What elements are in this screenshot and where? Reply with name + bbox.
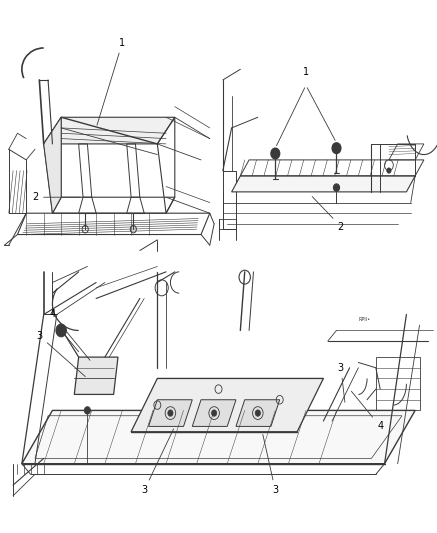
Text: 2: 2: [312, 197, 344, 231]
Circle shape: [332, 143, 341, 154]
Polygon shape: [44, 117, 61, 213]
Circle shape: [212, 410, 217, 416]
Circle shape: [255, 410, 260, 416]
Text: 1: 1: [97, 38, 125, 125]
Text: 3: 3: [338, 363, 345, 402]
Text: 2: 2: [32, 192, 80, 202]
Text: RPII•: RPII•: [358, 317, 371, 322]
Text: 3: 3: [263, 434, 278, 495]
Polygon shape: [74, 357, 118, 394]
Text: 4: 4: [351, 391, 383, 431]
Circle shape: [168, 410, 173, 416]
Text: 3: 3: [141, 429, 173, 495]
Text: 1: 1: [303, 67, 309, 77]
Text: 3: 3: [36, 331, 85, 377]
Text: 4: 4: [49, 310, 90, 360]
Polygon shape: [232, 176, 415, 192]
Polygon shape: [236, 400, 280, 426]
Circle shape: [387, 168, 391, 173]
Circle shape: [271, 148, 280, 159]
Circle shape: [84, 407, 90, 414]
Polygon shape: [44, 117, 175, 144]
Circle shape: [56, 324, 66, 337]
Polygon shape: [131, 378, 323, 432]
Polygon shape: [149, 400, 192, 426]
Polygon shape: [192, 400, 236, 426]
Circle shape: [333, 184, 340, 191]
Polygon shape: [22, 410, 415, 464]
